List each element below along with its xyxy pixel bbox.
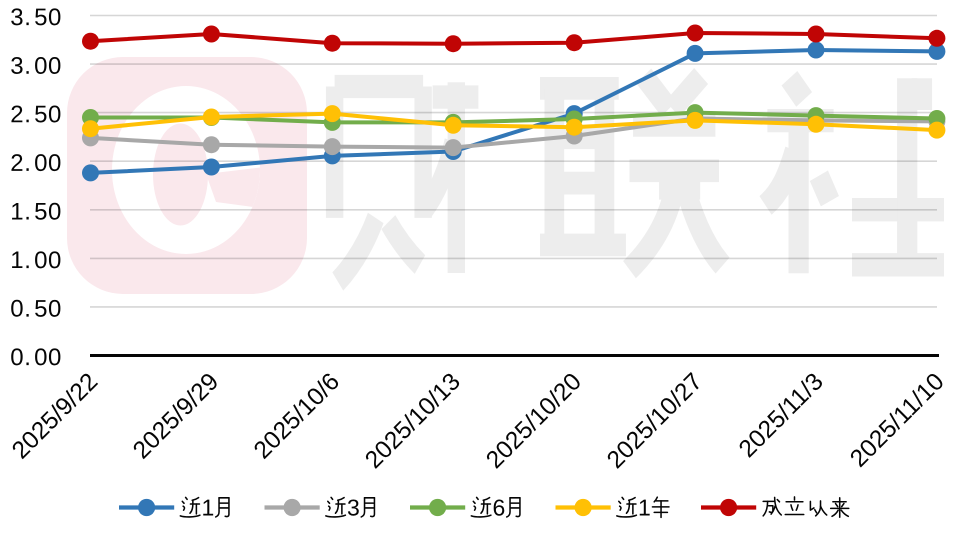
svg-text:0. 00: 0. 00 — [10, 344, 62, 371]
svg-text:1: 1 — [638, 495, 651, 521]
svg-text:3. 00: 3. 00 — [10, 53, 62, 80]
svg-text:2. 50: 2. 50 — [10, 101, 62, 128]
svg-text:6: 6 — [492, 495, 505, 521]
svg-text:0. 50: 0. 50 — [10, 296, 62, 323]
svg-text:1: 1 — [201, 494, 214, 520]
svg-text:1. 00: 1. 00 — [10, 247, 62, 274]
svg-text:3: 3 — [347, 495, 360, 521]
svg-text:2. 00: 2. 00 — [10, 150, 62, 177]
svg-text:1. 50: 1. 50 — [10, 198, 62, 225]
svg-text:3. 50: 3. 50 — [10, 4, 62, 31]
